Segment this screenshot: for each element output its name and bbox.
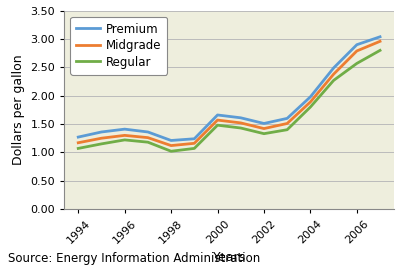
Line: Premium: Premium <box>78 37 379 140</box>
Premium <box>284 117 289 120</box>
Line: Regular: Regular <box>78 50 379 151</box>
Regular <box>215 124 219 127</box>
Regular <box>76 147 81 150</box>
Premium <box>354 43 358 46</box>
Midgrade <box>354 49 358 53</box>
Regular <box>377 49 381 52</box>
Premium <box>330 66 335 70</box>
Regular <box>145 141 150 144</box>
Regular <box>354 62 358 65</box>
Midgrade <box>330 73 335 76</box>
Regular <box>330 79 335 82</box>
Regular <box>284 128 289 131</box>
Midgrade <box>238 121 243 125</box>
Regular <box>261 132 266 135</box>
Line: Midgrade: Midgrade <box>78 41 379 146</box>
Premium <box>215 113 219 117</box>
Midgrade <box>377 40 381 43</box>
Midgrade <box>145 136 150 139</box>
Midgrade <box>307 100 312 103</box>
Midgrade <box>191 142 196 145</box>
X-axis label: Years: Years <box>212 251 245 264</box>
Midgrade <box>168 144 173 147</box>
Regular <box>307 105 312 109</box>
Premium <box>307 95 312 98</box>
Premium <box>99 130 103 133</box>
Midgrade <box>122 134 127 137</box>
Premium <box>191 137 196 140</box>
Midgrade <box>284 122 289 125</box>
Y-axis label: Dollars per gallon: Dollars per gallon <box>12 55 25 165</box>
Premium <box>122 128 127 131</box>
Premium <box>261 122 266 125</box>
Regular <box>168 150 173 153</box>
Legend: Premium, Midgrade, Regular: Premium, Midgrade, Regular <box>70 17 167 75</box>
Midgrade <box>76 141 81 144</box>
Premium <box>377 35 381 38</box>
Text: Source: Energy Information Administration: Source: Energy Information Administratio… <box>8 252 259 265</box>
Regular <box>238 126 243 130</box>
Premium <box>145 130 150 133</box>
Midgrade <box>261 127 266 130</box>
Regular <box>122 138 127 142</box>
Premium <box>168 139 173 142</box>
Premium <box>238 116 243 120</box>
Regular <box>191 147 196 150</box>
Midgrade <box>99 137 103 140</box>
Midgrade <box>215 118 219 122</box>
Premium <box>76 135 81 139</box>
Regular <box>99 142 103 146</box>
